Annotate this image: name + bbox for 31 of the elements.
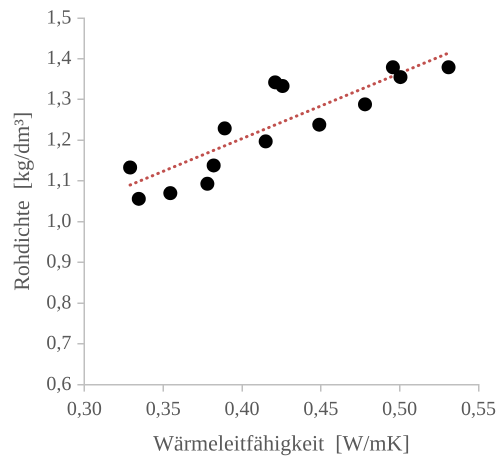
y-tick-label: 0,7 [46,332,72,354]
point [200,176,214,191]
point [163,186,178,200]
x-axis-title: Wärmeleitfähigkeit [W/mK] [153,430,410,456]
point [312,118,326,132]
y-tick-label: 1,4 [46,46,72,69]
point [358,97,372,112]
x-tick-label: 0,35 [146,398,181,420]
x-tick-label: 0,45 [303,398,338,420]
y-tick-label: 1,0 [46,210,72,232]
point [132,192,146,206]
point [276,79,290,94]
y-tick-label: 0,6 [46,372,72,395]
point [393,70,408,84]
y-tick-label: 1,2 [46,128,72,150]
y-tick-label: 0,8 [46,291,72,314]
x-tick-label: 0,30 [66,398,102,420]
point [386,60,400,74]
y-tick-label: 0,9 [46,250,72,273]
y-axis-title: Rohdichte [kg/dm³] [8,112,34,291]
y-tick-label: 1,1 [46,169,72,192]
x-tick-label: 0,40 [224,398,260,420]
y-tick-label: 1,5 [46,6,72,28]
point [258,134,273,148]
x-tick-label: 0,55 [461,398,496,420]
point [442,60,456,74]
x-tick-label: 0,50 [382,398,418,420]
point [218,121,232,136]
y-tick-label: 1,3 [46,88,72,110]
point [206,158,221,172]
point [123,160,138,174]
